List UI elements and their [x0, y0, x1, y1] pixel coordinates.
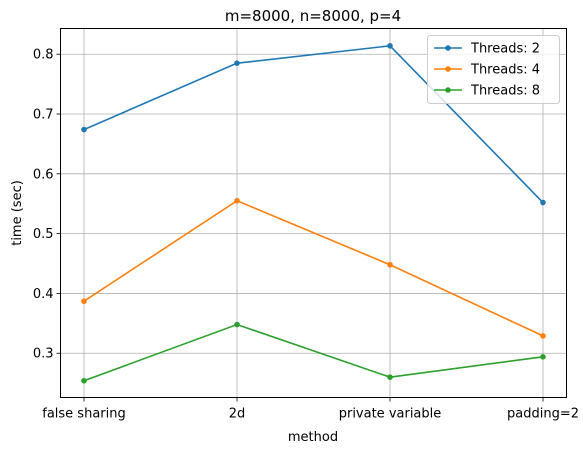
legend-swatch-marker: [445, 45, 451, 51]
legend-swatch-marker: [445, 66, 451, 72]
y-axis-label: time (sec): [10, 180, 25, 246]
y-axis-ticks: 0.3 0.4 0.5 0.6 0.7 0.8: [33, 48, 61, 362]
legend-box: [427, 35, 560, 104]
data-point: [234, 321, 240, 328]
legend-label: Threads: 8: [470, 84, 540, 99]
series-line: [83, 323, 544, 382]
legend-swatch-marker: [445, 87, 451, 93]
data-point: [81, 126, 87, 133]
series-line: [83, 45, 544, 204]
data-point: [387, 261, 393, 268]
legend-label: Threads: 2: [470, 42, 540, 57]
legend: Threads: 2 Threads: 4 Threads: 8: [427, 35, 560, 104]
y-tick-label: 0.7: [33, 108, 54, 123]
x-axis-label: method: [288, 430, 338, 445]
y-tick-label: 0.8: [33, 48, 54, 63]
data-point: [387, 374, 393, 380]
x-tick-label: padding=2: [507, 407, 579, 422]
y-tick-label: 0.6: [33, 167, 54, 182]
data-point: [81, 377, 87, 384]
x-axis-ticks: false sharing 2d private variable padding=2: [42, 397, 579, 422]
series-line: [83, 199, 544, 337]
y-tick-label: 0.5: [33, 227, 54, 242]
data-point: [81, 298, 87, 305]
x-tick-label: 2d: [229, 407, 246, 422]
data-point: [540, 333, 546, 339]
data-point: [234, 60, 240, 66]
x-tick-label: false sharing: [42, 407, 125, 422]
plot-frame: [60, 28, 567, 398]
x-tick-label: private variable: [339, 407, 442, 422]
data-point: [387, 43, 393, 49]
data-point: [234, 197, 240, 204]
y-tick-label: 0.3: [33, 347, 54, 362]
y-tick-label: 0.4: [33, 287, 54, 302]
data-point: [540, 199, 546, 206]
legend-label: Threads: 4: [470, 63, 540, 78]
series-lines: [81, 43, 546, 384]
data-point: [540, 354, 546, 360]
chart-title: m=8000, n=8000, p=4: [225, 7, 401, 25]
